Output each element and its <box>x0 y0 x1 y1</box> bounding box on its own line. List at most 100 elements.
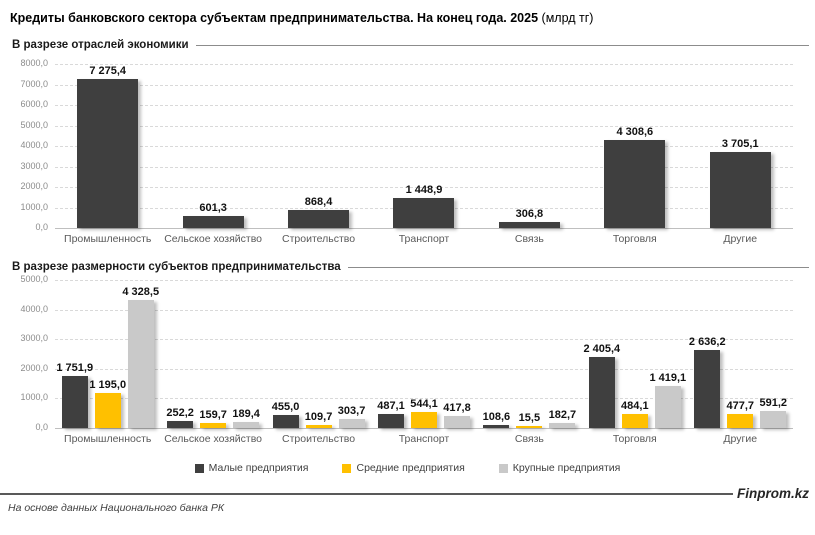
bar-with-label: 591,2 <box>759 397 787 428</box>
bar-with-label: 189,4 <box>232 408 260 428</box>
bar <box>338 419 365 428</box>
bar <box>621 413 648 428</box>
legend-item: Крупные предприятия <box>498 462 620 474</box>
bar <box>483 424 510 428</box>
y-tick-label: 1000,0 <box>20 392 48 403</box>
bar-with-label: 252,2 <box>166 407 194 428</box>
category-label: Связь <box>514 233 544 245</box>
bar <box>233 422 260 428</box>
gridline <box>55 368 793 370</box>
bar-with-label: 303,7 <box>337 405 366 428</box>
bar-with-label: 182,7 <box>548 408 577 428</box>
y-tick-label: 0,0 <box>35 422 48 432</box>
gridline <box>55 166 793 168</box>
y-axis-sizes: 0,0 1000,0 2000,0 3000,0 4000,0 5000,0 <box>5 274 55 432</box>
bar-with-label: 15,5 <box>516 412 543 428</box>
bar <box>549 422 576 428</box>
bar <box>272 414 299 428</box>
bar-group: 487,1 544,1 417,8 <box>371 280 476 428</box>
bar-value-label: 4 328,5 <box>122 285 160 298</box>
footer: Finprom.kz <box>0 486 815 501</box>
bar-value-label: 455,0 <box>271 400 300 413</box>
gridline <box>55 280 793 281</box>
page-title: Кредиты банковского сектора субъектам пр… <box>10 10 805 26</box>
bar <box>727 413 754 428</box>
y-tick-label: 3000,0 <box>20 333 48 344</box>
bar-with-label: 1 751,9 <box>56 362 93 428</box>
bar-group: 4 308,6 <box>582 64 687 228</box>
category-label: Сельское хозяйство <box>164 433 263 445</box>
bar <box>760 410 787 428</box>
bar <box>305 424 332 428</box>
bar-value-label: 868,4 <box>304 196 333 209</box>
heading-rule <box>195 44 809 46</box>
plot-area-sizes: 1 751,9 1 195,0 4 328,5 252,2 159,7 189,4 455,… <box>55 280 793 429</box>
bar-group: 252,2 159,7 189,4 <box>160 280 265 428</box>
bar-value-label: 544,1 <box>410 397 438 410</box>
gridline <box>55 146 793 147</box>
bar-value-label: 182,7 <box>548 408 577 421</box>
chart-enterprise-sizes: 0,0 1000,0 2000,0 3000,0 4000,0 5000,0 1 751,… <box>5 274 793 448</box>
bar-with-label: 487,1 <box>377 400 405 428</box>
plot-area-industries: 7 275,4 601,3 868,4 1 448,9 306,8 4 308,6 3 70… <box>55 64 793 229</box>
bar-with-label: 1 195,0 <box>89 379 126 428</box>
bar <box>393 198 455 228</box>
bar-value-label: 1 419,1 <box>649 372 687 384</box>
y-tick-label: 1000,0 <box>20 201 48 212</box>
brand-logo: Finprom.kz <box>736 486 809 501</box>
bar-value-label: 109,7 <box>304 410 333 423</box>
section-heading-industries: В разрезе отраслей экономики <box>12 39 809 51</box>
bar-group: 1 751,9 1 195,0 4 328,5 <box>55 280 160 428</box>
bar <box>61 376 88 428</box>
bar-value-label: 1 195,0 <box>89 378 127 391</box>
section-title-sizes: В разрезе размерности субъектов предприн… <box>12 261 341 273</box>
chart-industries: 0,0 1000,0 2000,0 3000,0 4000,0 5000,0 6000,0 7… <box>5 58 793 248</box>
bar-group: 601,3 <box>160 64 265 228</box>
bar <box>167 420 194 428</box>
bar-value-label: 303,7 <box>337 405 366 418</box>
bar <box>200 423 227 428</box>
bar-group: 2 405,4 484,1 1 419,1 <box>582 280 687 428</box>
category-label: Другие <box>723 433 758 445</box>
bar-value-label: 7 275,4 <box>89 64 127 77</box>
y-tick-label: 2000,0 <box>20 181 48 191</box>
bar <box>182 215 244 228</box>
bar-value-label: 484,1 <box>621 399 649 412</box>
bar-groups-layer: 7 275,4 601,3 868,4 1 448,9 306,8 4 308,6 3 70… <box>55 64 793 228</box>
y-tick-label: 8000,0 <box>20 58 48 68</box>
y-tick-label: 4000,0 <box>20 303 48 314</box>
bar-with-label: 544,1 <box>410 397 438 428</box>
gridline <box>55 228 793 229</box>
category-label: Торговля <box>612 433 657 445</box>
bar-with-label: 484,1 <box>621 399 649 428</box>
legend-marker-icon <box>342 463 352 473</box>
bar <box>377 413 404 428</box>
y-tick-label: 7000,0 <box>20 78 48 89</box>
bar-with-label: 306,8 <box>498 208 560 228</box>
bar <box>443 415 470 428</box>
gridline <box>55 125 793 127</box>
bar-with-label: 4 308,6 <box>604 125 666 228</box>
legend-marker-icon <box>498 463 508 473</box>
bar <box>694 349 721 428</box>
category-label: Промышленность <box>64 433 152 445</box>
bar <box>604 139 666 228</box>
bar-with-label: 455,0 <box>271 400 300 428</box>
bar-group: 3 705,1 <box>688 64 793 228</box>
bar <box>127 299 154 428</box>
gridline <box>55 339 793 341</box>
legend-label: Малые предприятия <box>208 462 309 474</box>
y-tick-label: 5000,0 <box>20 119 48 130</box>
bar-group: 455,0 109,7 303,7 <box>266 280 371 428</box>
bar-value-label: 4 308,6 <box>616 125 654 138</box>
category-label: Транспорт <box>398 433 450 445</box>
category-label: Торговля <box>612 233 657 245</box>
bar-value-label: 3 705,1 <box>721 138 759 151</box>
bar-value-label: 417,8 <box>443 401 471 414</box>
bar-with-label: 108,6 <box>483 411 510 428</box>
bar-with-label: 4 328,5 <box>122 286 159 428</box>
bar-with-label: 7 275,4 <box>77 64 139 228</box>
x-axis-industries: Промышленность Сельское хозяйство Строител… <box>55 233 793 248</box>
gridline <box>55 398 793 400</box>
